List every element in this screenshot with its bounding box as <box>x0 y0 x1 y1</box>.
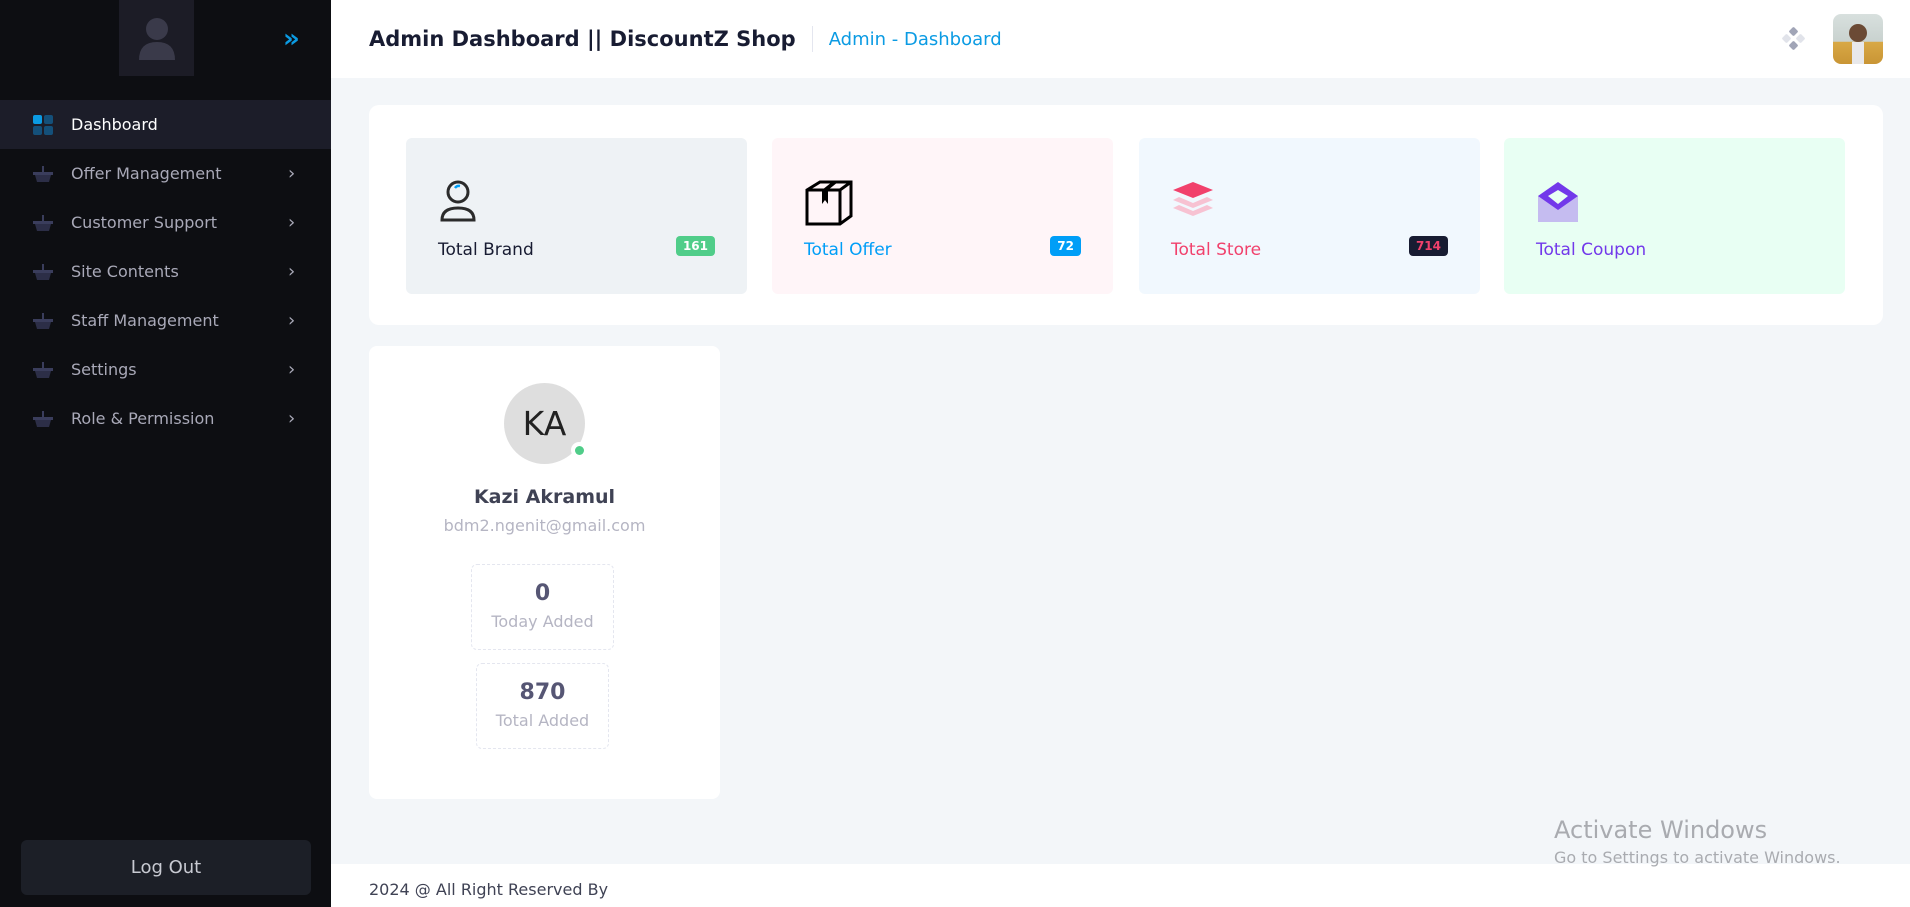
user-icon <box>440 180 476 222</box>
stat-count-badge: 161 <box>675 236 715 256</box>
today-added-value: 0 <box>534 581 551 606</box>
box-icon <box>805 180 853 226</box>
chevron-right-icon: › <box>288 212 296 233</box>
sidebar-item-role-permission[interactable]: Role & Permission › <box>0 394 331 443</box>
total-added-box: 870 Total Added <box>476 663 609 749</box>
online-status-indicator <box>571 442 587 458</box>
profile-card: KA Kazi Akramul bdm2.ngenit@gmail.com 0 … <box>369 346 720 799</box>
page-title: Admin Dashboard || DiscountZ Shop <box>369 27 796 51</box>
chevron-right-icon: › <box>288 408 296 429</box>
stat-card-total-coupon[interactable]: Total Coupon <box>1504 138 1845 294</box>
sidebar-item-dashboard[interactable]: Dashboard <box>0 100 331 149</box>
basket-icon <box>33 360 53 380</box>
stat-count-badge: 72 <box>1050 236 1081 256</box>
watermark-subtitle: Go to Settings to activate Windows. <box>1554 848 1841 867</box>
apps-menu-icon[interactable] <box>1782 27 1806 55</box>
sidebar-item-label: Dashboard <box>71 115 158 134</box>
stat-label: Total Offer <box>804 240 892 260</box>
header-divider <box>811 26 813 52</box>
basket-icon <box>33 262 53 282</box>
sidebar-item-label: Customer Support <box>71 213 218 232</box>
sidebar-item-customer-support[interactable]: Customer Support › <box>0 198 331 247</box>
basket-icon <box>33 213 53 233</box>
stat-card-total-brand[interactable]: Total Brand 161 <box>406 138 747 294</box>
sidebar-item-site-contents[interactable]: Site Contents › <box>0 247 331 296</box>
footer-text: 2024 @ All Right Reserved By <box>369 880 609 899</box>
footer: 2024 @ All Right Reserved By <box>331 864 1910 907</box>
stat-label: Total Store <box>1171 240 1262 260</box>
profile-avatar: KA <box>504 383 587 464</box>
chevron-right-icon: › <box>288 163 296 184</box>
chevron-right-icon: › <box>288 359 296 380</box>
today-added-label: Today Added <box>491 612 594 631</box>
total-added-label: Total Added <box>495 711 590 730</box>
sidebar-nav: Dashboard Offer Management › Customer Su… <box>0 100 331 443</box>
stat-label: Total Coupon <box>1536 240 1647 260</box>
stats-panel: Total Brand 161 Total Offer 72 Total Sto… <box>369 105 1883 325</box>
layers-icon <box>1173 182 1213 216</box>
sidebar-item-offer-management[interactable]: Offer Management › <box>0 149 331 198</box>
sidebar-item-label: Site Contents <box>71 262 179 281</box>
sidebar-item-label: Staff Management <box>71 311 219 330</box>
sidebar-item-label: Role & Permission <box>71 409 215 428</box>
breadcrumb[interactable]: Admin - Dashboard <box>828 28 1002 50</box>
profile-email: bdm2.ngenit@gmail.com <box>443 516 646 535</box>
sidebar-item-settings[interactable]: Settings › <box>0 345 331 394</box>
user-placeholder-icon <box>138 18 175 60</box>
dashboard-grid-icon <box>33 114 53 135</box>
stat-card-total-offer[interactable]: Total Offer 72 <box>772 138 1113 294</box>
today-added-box: 0 Today Added <box>471 564 614 650</box>
sidebar-item-staff-management[interactable]: Staff Management › <box>0 296 331 345</box>
sidebar-item-label: Settings <box>71 360 137 379</box>
sidebar: » Dashboard Offer Management › Customer … <box>0 0 331 907</box>
profile-name: Kazi Akramul <box>473 486 616 508</box>
sidebar-toggle-chevrons-icon[interactable]: » <box>283 24 300 54</box>
header: Admin Dashboard || DiscountZ Shop Admin … <box>331 0 1910 78</box>
sidebar-avatar <box>119 0 194 76</box>
basket-icon <box>33 311 53 331</box>
logout-button[interactable]: Log Out <box>21 840 311 895</box>
basket-icon <box>33 164 53 184</box>
chevron-right-icon: › <box>288 261 296 282</box>
sidebar-item-label: Offer Management <box>71 164 222 183</box>
total-added-value: 870 <box>519 680 566 705</box>
stat-count-badge: 714 <box>1408 236 1448 256</box>
stat-label: Total Brand <box>438 240 534 260</box>
chevron-right-icon: › <box>288 310 296 331</box>
stat-card-total-store[interactable]: Total Store 714 <box>1139 138 1480 294</box>
profile-initials: KA <box>522 404 567 443</box>
user-photo-icon <box>1849 24 1867 64</box>
watermark-title: Activate Windows <box>1554 816 1768 844</box>
envelope-icon <box>1538 182 1578 222</box>
user-avatar[interactable] <box>1833 14 1883 64</box>
basket-icon <box>33 409 53 429</box>
activate-windows-watermark: Activate Windows Go to Settings to activ… <box>1554 816 1841 867</box>
